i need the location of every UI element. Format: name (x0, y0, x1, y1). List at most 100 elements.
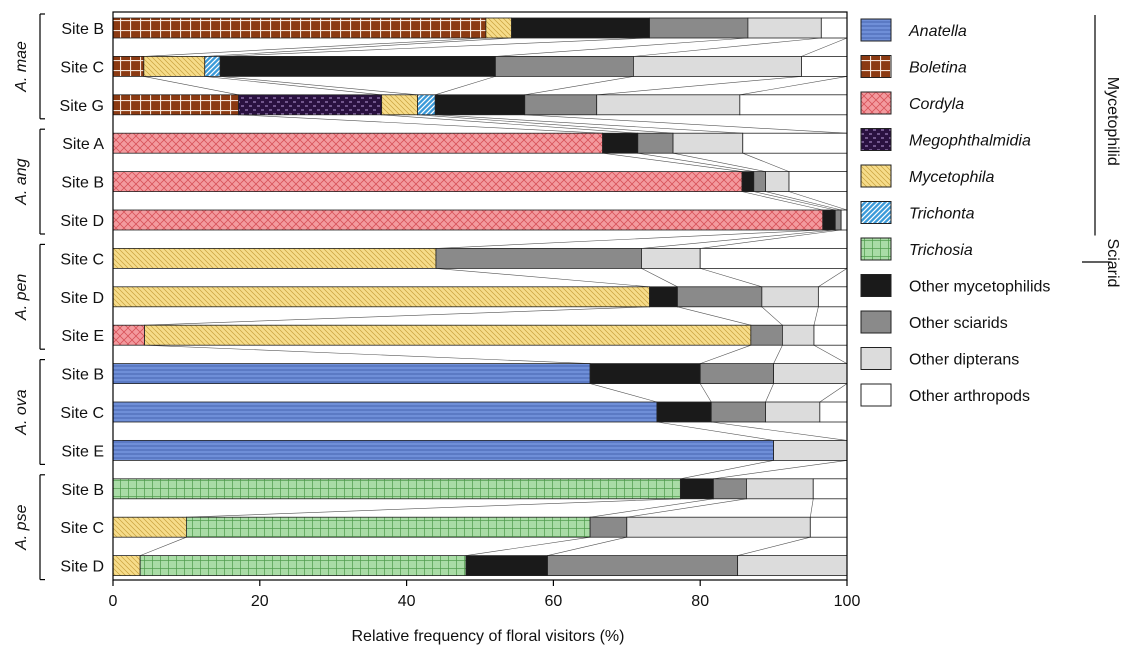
bar-segment-other-sciarids (547, 555, 739, 576)
connector-line (700, 344, 751, 364)
bar-segment-trichosia (185, 516, 591, 538)
bar-segment-other-dipterans (641, 247, 701, 269)
bar-segment-other-arthropods (819, 401, 848, 423)
legend-item-anatella: Anatella (860, 18, 967, 42)
connector-line (204, 76, 382, 96)
bar-segment-other-sciarids (713, 478, 747, 500)
bar-segment-other-dipterans (626, 516, 811, 538)
x-axis-title: Relative frequency of floral visitors (%… (352, 628, 625, 645)
connector-line (381, 114, 638, 134)
species-label: A. pse (13, 504, 30, 550)
legend-item-other-mycetophilids: Other mycetophilids (860, 274, 1050, 297)
bar-segment-trichosia (139, 555, 467, 576)
connector-line (641, 268, 678, 288)
bar-segment-cordyla (112, 132, 603, 154)
connector-line (818, 268, 848, 288)
connector-line (547, 536, 627, 556)
connector-line (495, 37, 748, 57)
legend-swatch (860, 347, 892, 370)
connector-line (220, 37, 650, 57)
bar-segment-boletina (112, 94, 239, 116)
legend-group-label: Sciarid (1104, 239, 1121, 288)
bar-segment-mycetophila (485, 17, 512, 39)
bar-segment-mycetophila (143, 56, 206, 77)
bar-row-a-pse-site-c (112, 516, 848, 538)
bar-segment-boletina (112, 56, 145, 77)
bar-segment-cordyla (112, 209, 824, 231)
bar-segment-other-arthropods (788, 171, 848, 193)
bar-row-a-mae-site-c (112, 56, 848, 77)
bar-segment-other-mycetophilids (822, 209, 836, 231)
connector-line (700, 229, 842, 249)
legend-swatch (860, 201, 892, 224)
legend-label: Trichosia (909, 242, 973, 259)
bar-segment-other-mycetophilids (589, 363, 701, 385)
bar-row-a-ang-site-b (112, 171, 848, 193)
bar-row-a-pse-site-d (112, 555, 848, 576)
bar-segment-other-arthropods (699, 247, 848, 269)
site-label: Site E (61, 443, 104, 460)
legend-label: Anatella (908, 23, 967, 40)
connector-line (417, 114, 674, 134)
bar-segment-other-mycetophilids (741, 171, 755, 193)
bar-segment-other-arthropods (840, 209, 848, 231)
connector-line (186, 498, 681, 518)
legend-label: Megophthalmidia (909, 133, 1031, 150)
connector-line (466, 536, 591, 556)
connector-line (435, 229, 823, 249)
bar-segment-mycetophila (144, 324, 752, 346)
bar-segment-other-sciarids (495, 56, 634, 77)
legend-item-trichosia: Trichosia (860, 237, 973, 261)
legend-layer: Anatella Boletina Cordyla Megophthalmidia My… (860, 15, 1121, 407)
bar-segment-other-sciarids (750, 324, 783, 346)
legend-item-trichonta: Trichonta (860, 201, 975, 224)
bar-segment-trichosia (112, 478, 681, 500)
bar-segment-other-mycetophilids (434, 94, 526, 116)
bar-segment-other-dipterans (596, 94, 741, 116)
legend-label: Other arthropods (909, 388, 1030, 405)
bar-segment-other-sciarids (649, 17, 749, 39)
bar-segment-other-sciarids (589, 516, 628, 538)
bar-segment-other-sciarids (677, 286, 763, 308)
bar-row-a-ova-site-b (112, 363, 848, 385)
bar-segment-anatella (112, 401, 658, 423)
bar-segment-other-arthropods (813, 324, 848, 346)
bar-segment-other-sciarids (524, 94, 598, 116)
site-label: Site C (60, 251, 104, 268)
bar-row-a-ova-site-c (112, 401, 848, 423)
bar-segment-other-arthropods (801, 56, 848, 77)
bar-segment-other-dipterans (747, 17, 822, 39)
bar-segment-mycetophila (381, 94, 419, 116)
site-label: Site B (61, 21, 104, 38)
connector-line (596, 76, 802, 96)
connector-line (677, 306, 751, 326)
connector-lines (140, 37, 848, 556)
x-tick-label: 100 (834, 593, 861, 610)
site-label: Site A (62, 136, 104, 153)
legend-group-sciarid: Sciarid (1082, 239, 1121, 288)
connector-line (238, 114, 603, 134)
bar-segment-other-dipterans (746, 478, 814, 500)
bar-segment-other-mycetophilids (679, 478, 714, 500)
x-tick-label: 0 (109, 593, 118, 610)
legend-item-other-sciarids: Other sciarids (860, 310, 1008, 334)
bar-segment-other-mycetophilids (656, 401, 712, 423)
bar-segment-other-arthropods (739, 94, 848, 116)
legend-swatch (860, 164, 892, 188)
connector-line (765, 191, 842, 211)
connector-line (788, 191, 848, 211)
species-label: A. ang (13, 158, 30, 205)
bar-row-a-pse-site-b (112, 478, 848, 500)
bar-segment-other-dipterans (633, 56, 802, 77)
connector-line (813, 306, 819, 326)
connector-line (765, 383, 774, 403)
bar-segment-other-dipterans (672, 132, 744, 154)
bar-row-a-ova-site-e (112, 439, 848, 461)
species-label: A. pen (13, 274, 30, 321)
x-tick-label: 20 (251, 593, 269, 610)
legend-swatch (860, 55, 892, 78)
legend-label: Trichonta (909, 206, 975, 223)
connector-line (590, 498, 714, 518)
legend-label: Cordyla (909, 96, 964, 113)
